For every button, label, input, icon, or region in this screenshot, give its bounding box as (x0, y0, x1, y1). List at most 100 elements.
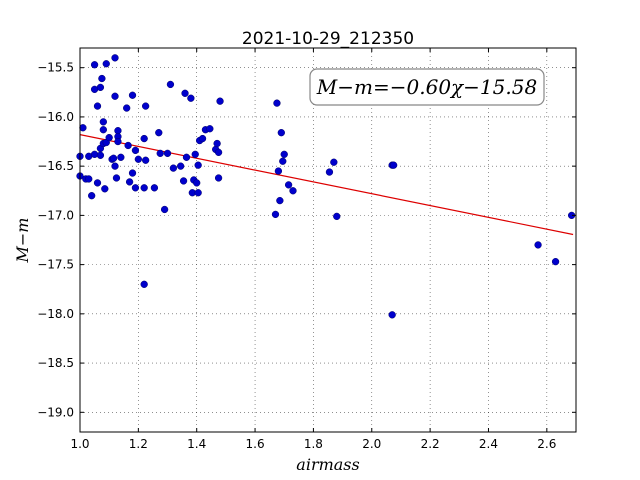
data-point (111, 54, 119, 62)
data-point (534, 241, 542, 249)
axes (79, 47, 577, 433)
x-tick-label: 1.6 (246, 437, 265, 451)
data-point (111, 162, 119, 170)
data-point (280, 150, 288, 158)
data-point (114, 137, 122, 146)
data-point (128, 169, 137, 177)
data-point (169, 164, 178, 172)
data-point (117, 153, 125, 161)
data-point (213, 139, 221, 148)
data-point (111, 92, 119, 100)
x-tick-label: 2.0 (362, 437, 381, 451)
x-tick-label: 2.6 (537, 437, 556, 451)
data-points (76, 54, 576, 319)
data-point (134, 155, 143, 163)
data-point (216, 97, 224, 105)
plot-frame (79, 47, 577, 433)
x-tick-label: 2.4 (479, 437, 498, 451)
y-tick-label: −17.0 (37, 208, 74, 222)
chart-title: 2021-10-29_212350 (242, 29, 414, 49)
data-point (131, 184, 140, 192)
data-point (325, 168, 334, 176)
y-tick-label: −16.0 (37, 110, 74, 124)
data-point (141, 156, 150, 164)
data-point (166, 80, 175, 89)
x-tick-label: 1.8 (304, 437, 323, 451)
data-point (182, 153, 191, 161)
data-point (279, 157, 287, 165)
data-point (181, 89, 189, 97)
data-point (90, 61, 99, 69)
data-point (99, 126, 107, 134)
data-point (131, 146, 140, 155)
x-axis-label: airmass (296, 455, 359, 474)
data-point (150, 184, 159, 192)
data-point (160, 205, 169, 214)
equation-annotation: M−m=−0.60χ−15.58 (309, 68, 545, 106)
data-point (214, 148, 223, 157)
data-point (96, 151, 105, 159)
data-point (277, 129, 285, 137)
data-point (93, 179, 102, 187)
data-point (85, 175, 93, 183)
data-point (99, 118, 107, 126)
data-point (109, 154, 118, 162)
data-point (214, 174, 223, 182)
data-point (79, 124, 87, 132)
data-point (276, 196, 284, 205)
ticks: 1.0 1.2 1.4 1.6 1.8 2.0 2.2 2.4 2.6 −15.5 −16.0 −16… (37, 48, 576, 451)
data-point (128, 91, 137, 99)
data-point (193, 179, 201, 187)
data-point (98, 74, 106, 83)
y-tick-label: −15.5 (37, 61, 74, 75)
y-tick-label: −16.5 (37, 159, 74, 173)
x-tick-label: 1.0 (70, 437, 89, 451)
data-point (289, 187, 297, 195)
data-point (179, 177, 188, 185)
x-tick-label: 1.2 (129, 437, 148, 451)
data-point (140, 134, 148, 143)
data-point (388, 311, 396, 319)
data-point (389, 161, 398, 169)
y-tick-label: −19.0 (37, 405, 74, 419)
data-point (96, 83, 105, 92)
y-tick-label: −18.0 (37, 307, 74, 321)
data-point (206, 125, 214, 133)
data-point (101, 185, 109, 193)
data-point (333, 212, 341, 221)
data-point (194, 161, 202, 169)
data-point (187, 94, 195, 102)
data-point (274, 167, 283, 175)
data-point (330, 158, 338, 166)
data-point (177, 162, 185, 170)
data-point (163, 149, 172, 158)
data-point (102, 60, 110, 68)
annotation-text: M−m=−0.60χ−15.58 (316, 75, 537, 99)
data-point (284, 181, 293, 189)
y-tick-label: −18.5 (37, 356, 74, 370)
x-tick-label: 2.2 (421, 437, 440, 451)
annotation-box (309, 68, 545, 106)
data-point (271, 210, 280, 219)
data-point (156, 149, 164, 158)
data-point (140, 184, 148, 192)
grid-lines (79, 48, 576, 432)
data-point (88, 192, 96, 200)
data-point (125, 178, 134, 186)
y-tick-label: −17.5 (37, 258, 74, 272)
data-point (141, 102, 150, 110)
data-point (155, 129, 163, 137)
data-point (124, 141, 132, 150)
data-point (140, 280, 148, 288)
data-point (273, 99, 281, 107)
y-axis-label: M−m (13, 218, 32, 264)
data-point (112, 174, 121, 182)
data-point (123, 104, 131, 112)
data-point (198, 134, 207, 143)
data-point (105, 133, 113, 142)
data-point (93, 102, 102, 110)
x-tick-label: 1.4 (187, 437, 206, 451)
data-point (194, 189, 202, 197)
data-point (551, 258, 560, 266)
